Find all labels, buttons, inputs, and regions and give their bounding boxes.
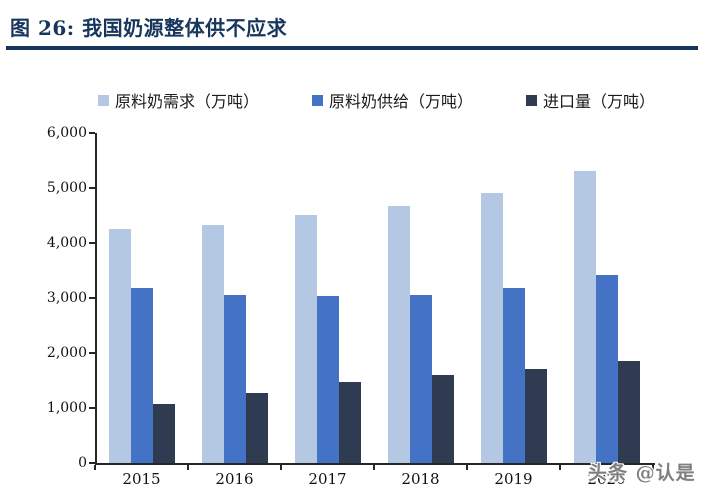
- x-tick: [187, 465, 189, 470]
- y-tick: [89, 242, 95, 244]
- bar-进口量（万吨）-2016: [245, 393, 268, 463]
- legend-item: 原料奶需求（万吨）: [98, 88, 259, 112]
- y-tick-label: 6,000: [46, 125, 87, 141]
- bar-进口量（万吨）-2018: [431, 375, 454, 463]
- bar-进口量（万吨）-2020: [617, 361, 640, 463]
- bar-原料奶供给（万吨）-2019: [502, 288, 525, 463]
- y-tick-label: 4,000: [46, 235, 87, 251]
- x-tick: [652, 465, 654, 470]
- bar-进口量（万吨）-2015: [152, 404, 175, 463]
- x-tick: [373, 465, 375, 470]
- y-tick-label: 0: [78, 455, 87, 471]
- figure-title: 图 26: 我国奶源整体供不应求: [10, 16, 288, 40]
- y-tick: [89, 132, 95, 134]
- watermark: 头条 @认是: [588, 462, 696, 484]
- y-tick: [89, 407, 95, 409]
- bar-原料奶供给（万吨）-2018: [409, 295, 432, 463]
- x-tick: [559, 465, 561, 470]
- bar-原料奶供给（万吨）-2017: [316, 296, 339, 463]
- legend-item: 进口量（万吨）: [525, 88, 655, 112]
- x-tick: [94, 465, 96, 470]
- bar-原料奶需求（万吨）-2020: [573, 171, 596, 463]
- y-axis: [95, 133, 97, 463]
- bar-原料奶供给（万吨）-2016: [223, 295, 246, 463]
- legend-label: 原料奶供给（万吨）: [328, 92, 473, 111]
- x-tick-label: 2015: [122, 470, 161, 488]
- y-tick-label: 2,000: [46, 345, 87, 361]
- bar-原料奶需求（万吨）-2017: [294, 215, 317, 463]
- legend-label: 原料奶需求（万吨）: [115, 92, 260, 111]
- legend-swatch-icon: [525, 94, 537, 106]
- x-axis: [95, 463, 655, 465]
- bar-原料奶供给（万吨）-2020: [595, 275, 618, 463]
- bar-原料奶需求（万吨）-2015: [108, 229, 131, 463]
- x-tick-label: 2016: [215, 470, 254, 488]
- bar-原料奶需求（万吨）-2018: [387, 206, 410, 463]
- legend-swatch-icon: [98, 94, 109, 106]
- y-tick: [89, 352, 95, 354]
- y-tick-label: 1,000: [46, 400, 87, 416]
- y-tick-label: 5,000: [46, 180, 87, 196]
- title-underline: [6, 46, 698, 50]
- y-tick: [89, 462, 95, 464]
- y-tick: [89, 187, 95, 189]
- bar-原料奶需求（万吨）-2019: [480, 193, 503, 463]
- y-tick-label: 3,000: [46, 290, 87, 306]
- bar-原料奶供给（万吨）-2015: [130, 288, 153, 463]
- legend-item: 原料奶供给（万吨）: [311, 88, 473, 112]
- bar-原料奶需求（万吨）-2016: [201, 225, 224, 463]
- x-tick: [280, 465, 282, 470]
- legend-label: 进口量（万吨）: [542, 92, 655, 111]
- chart-legend: 原料奶需求（万吨） 原料奶供给（万吨） 进口量（万吨）: [98, 88, 655, 112]
- bar-进口量（万吨）-2017: [338, 382, 361, 463]
- x-tick-label: 2018: [401, 470, 440, 488]
- x-tick-label: 2020: [587, 470, 626, 488]
- y-tick: [89, 297, 95, 299]
- bar-进口量（万吨）-2019: [524, 369, 547, 463]
- x-tick-label: 2017: [308, 470, 347, 488]
- x-tick-label: 2019: [494, 470, 533, 488]
- x-tick: [466, 465, 468, 470]
- legend-swatch-icon: [311, 94, 323, 106]
